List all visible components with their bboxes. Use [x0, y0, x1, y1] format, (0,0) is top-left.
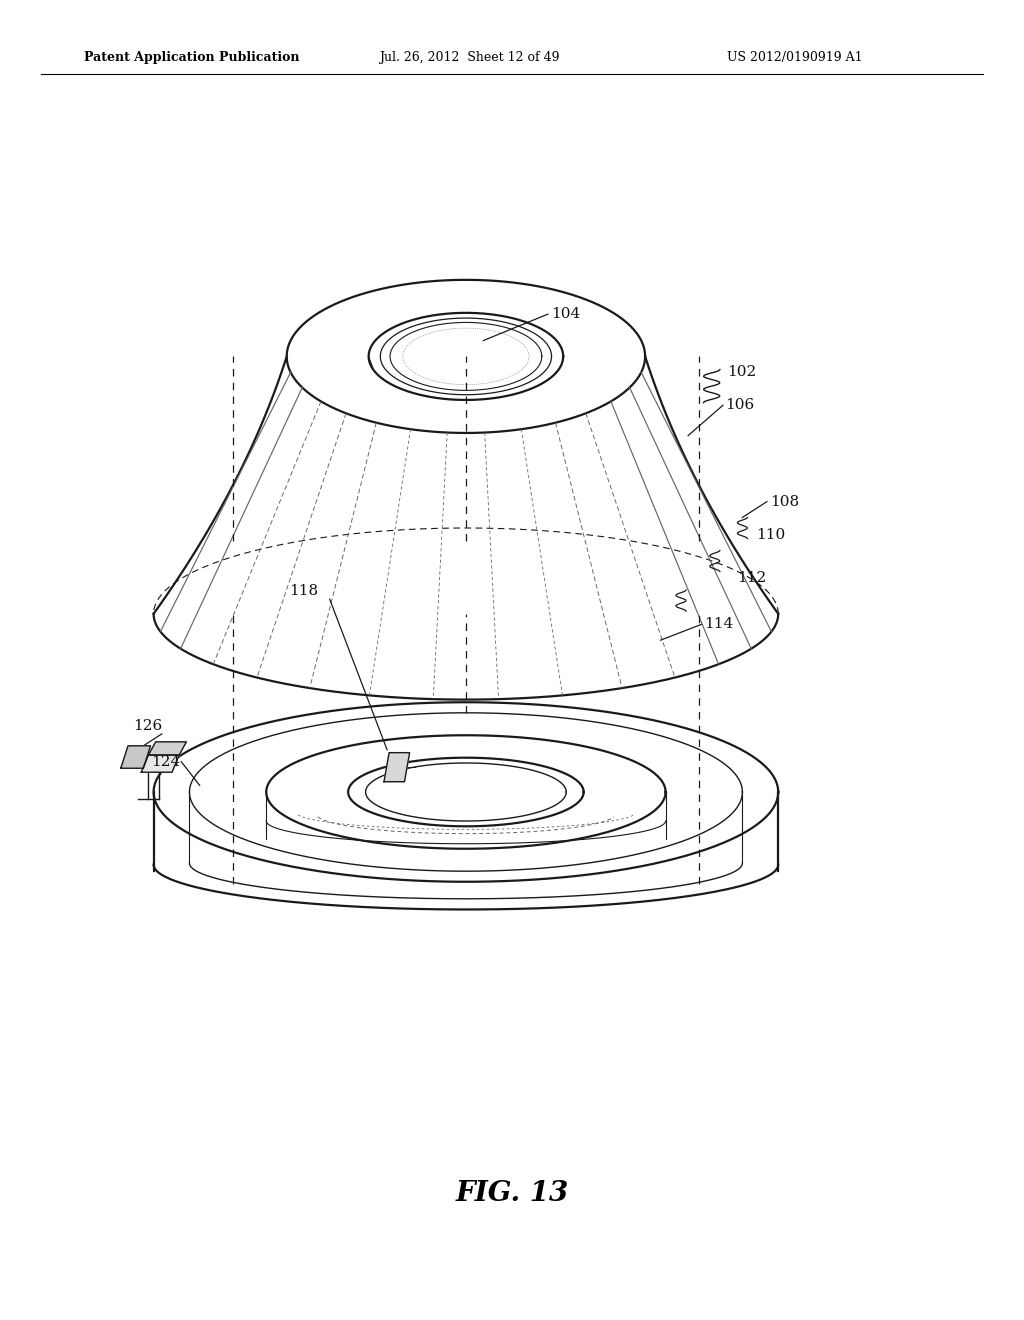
Text: FIG. 13: FIG. 13 — [456, 1180, 568, 1208]
Text: 110: 110 — [756, 528, 785, 541]
Text: Patent Application Publication: Patent Application Publication — [84, 50, 299, 63]
Text: Jul. 26, 2012  Sheet 12 of 49: Jul. 26, 2012 Sheet 12 of 49 — [379, 50, 559, 63]
Text: 126: 126 — [133, 719, 163, 733]
Text: US 2012/0190919 A1: US 2012/0190919 A1 — [727, 50, 862, 63]
Text: 106: 106 — [725, 399, 755, 412]
Text: 118: 118 — [289, 585, 317, 598]
Text: 104: 104 — [551, 308, 581, 321]
Polygon shape — [121, 746, 151, 768]
Polygon shape — [384, 752, 410, 781]
Polygon shape — [141, 755, 179, 772]
Text: 114: 114 — [705, 618, 734, 631]
Polygon shape — [148, 742, 186, 755]
Text: 102: 102 — [727, 366, 757, 379]
Text: 112: 112 — [737, 572, 767, 585]
Text: 108: 108 — [770, 495, 799, 508]
Text: 124: 124 — [152, 755, 181, 768]
